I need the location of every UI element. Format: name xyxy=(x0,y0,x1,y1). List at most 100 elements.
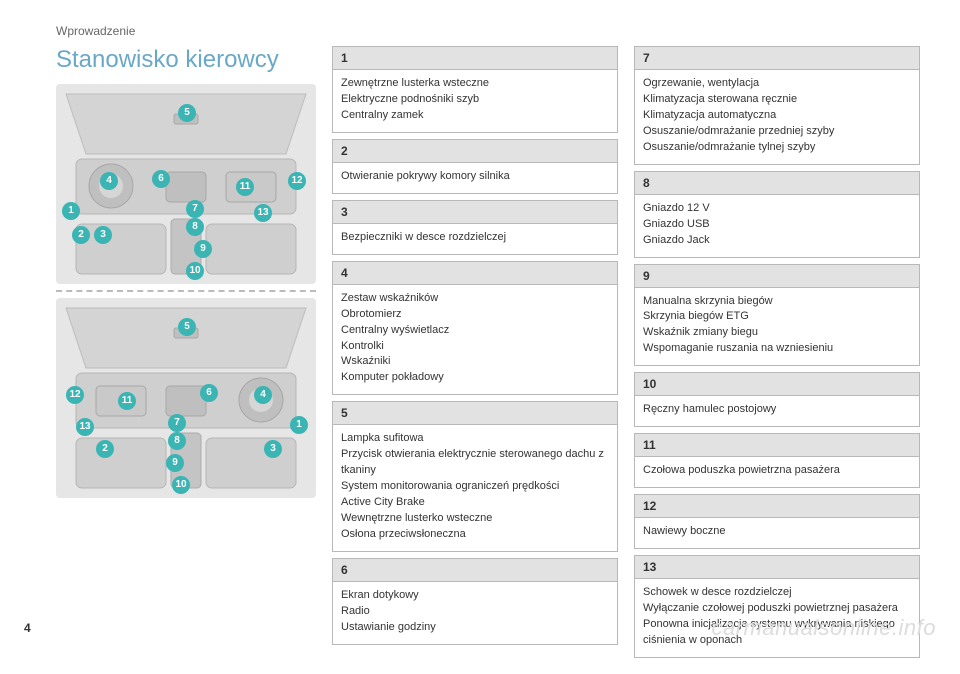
item-line: Klimatyzacja automatyczna xyxy=(643,108,911,124)
item-line: Elektryczne podnośniki szyb xyxy=(341,92,609,108)
callout-marker: 3 xyxy=(264,440,282,458)
figure-dashboard-rhd: 12345678910111213 xyxy=(56,298,316,498)
callout-marker: 9 xyxy=(166,454,184,472)
item-line: Ekran dotykowy xyxy=(341,588,609,604)
item-body: Nawiewy boczne xyxy=(635,518,919,548)
watermark: carmanualsonline.info xyxy=(711,615,936,641)
item-line: Kontrolki xyxy=(341,339,609,355)
callout-marker: 4 xyxy=(100,172,118,190)
item-body: Gniazdo 12 VGniazdo USBGniazdo Jack xyxy=(635,195,919,257)
item-line: Wewnętrzne lusterko wsteczne xyxy=(341,511,609,527)
callout-marker: 10 xyxy=(172,476,190,494)
item-line: Ogrzewanie, wentylacja xyxy=(643,76,911,92)
item-line: Radio xyxy=(341,604,609,620)
callout-marker: 5 xyxy=(178,318,196,336)
item-body: Lampka sufitowaPrzycisk otwierania elekt… xyxy=(333,425,617,551)
callout-marker: 10 xyxy=(186,262,204,280)
item-number: 9 xyxy=(635,265,919,288)
callout-marker: 13 xyxy=(254,204,272,222)
item-line: System monitorowania ograniczeń prędkośc… xyxy=(341,479,609,495)
item-line: Nawiewy boczne xyxy=(643,524,911,540)
section-label: Wprowadzenie xyxy=(56,24,920,38)
callout-marker: 11 xyxy=(118,392,136,410)
item-number: 11 xyxy=(635,434,919,457)
callout-marker: 7 xyxy=(186,200,204,218)
item-line: Active City Brake xyxy=(341,495,609,511)
callout-marker: 11 xyxy=(236,178,254,196)
item-line: Gniazdo 12 V xyxy=(643,201,911,217)
item-line: Gniazdo Jack xyxy=(643,233,911,249)
callout-marker: 12 xyxy=(288,172,306,190)
item-box: 8Gniazdo 12 VGniazdo USBGniazdo Jack xyxy=(634,171,920,258)
item-line: Komputer pokładowy xyxy=(341,370,609,386)
item-line: Obrotomierz xyxy=(341,307,609,323)
item-body: Ręczny hamulec postojowy xyxy=(635,396,919,426)
item-line: Wskaźnik zmiany biegu xyxy=(643,325,911,341)
callout-marker: 5 xyxy=(178,104,196,122)
item-box: 3Bezpieczniki w desce rozdzielczej xyxy=(332,200,618,255)
item-number: 13 xyxy=(635,556,919,579)
callout-marker: 8 xyxy=(168,432,186,450)
item-box: 1Zewnętrzne lusterka wsteczneElektryczne… xyxy=(332,46,618,133)
item-body: Manualna skrzynia biegówSkrzynia biegów … xyxy=(635,288,919,366)
item-body: Zewnętrzne lusterka wsteczneElektryczne … xyxy=(333,70,617,132)
figure-dashboard-lhd: 12345678910111213 xyxy=(56,84,316,284)
content-columns: Stanowisko kierowcy 12345678910111213 xyxy=(56,46,920,664)
item-line: Wskaźniki xyxy=(341,354,609,370)
item-line: Przycisk otwierania elektrycznie sterowa… xyxy=(341,447,609,479)
column-left: Stanowisko kierowcy 12345678910111213 xyxy=(56,46,316,664)
item-body: Bezpieczniki w desce rozdzielczej xyxy=(333,224,617,254)
item-box: 4Zestaw wskaźnikówObrotomierzCentralny w… xyxy=(332,261,618,396)
figure-divider xyxy=(56,290,316,292)
column-middle: 1Zewnętrzne lusterka wsteczneElektryczne… xyxy=(332,46,618,664)
callout-marker: 3 xyxy=(94,226,112,244)
page-title: Stanowisko kierowcy xyxy=(56,46,316,74)
item-box: 13Schowek w desce rozdzielczejWyłączanie… xyxy=(634,555,920,658)
item-body: Czołowa poduszka powietrzna pasażera xyxy=(635,457,919,487)
item-box: 6Ekran dotykowyRadioUstawianie godziny xyxy=(332,558,618,645)
callout-marker: 2 xyxy=(72,226,90,244)
item-line: Osłona przeciwsłoneczna xyxy=(341,527,609,543)
item-number: 7 xyxy=(635,47,919,70)
page-number: 4 xyxy=(24,621,31,635)
callout-marker: 4 xyxy=(254,386,272,404)
item-box: 9Manualna skrzynia biegówSkrzynia biegów… xyxy=(634,264,920,367)
item-box: 5Lampka sufitowaPrzycisk otwierania elek… xyxy=(332,401,618,552)
item-box: 7Ogrzewanie, wentylacjaKlimatyzacja ster… xyxy=(634,46,920,165)
item-number: 5 xyxy=(333,402,617,425)
item-line: Otwieranie pokrywy komory silnika xyxy=(341,169,609,185)
item-number: 2 xyxy=(333,140,617,163)
item-line: Manualna skrzynia biegów xyxy=(643,294,911,310)
item-line: Zewnętrzne lusterka wsteczne xyxy=(341,76,609,92)
item-number: 12 xyxy=(635,495,919,518)
item-line: Gniazdo USB xyxy=(643,217,911,233)
item-number: 8 xyxy=(635,172,919,195)
callout-marker: 13 xyxy=(76,418,94,436)
item-line: Schowek w desce rozdzielczej xyxy=(643,585,911,601)
item-number: 1 xyxy=(333,47,617,70)
item-line: Bezpieczniki w desce rozdzielczej xyxy=(341,230,609,246)
item-body: Ekran dotykowyRadioUstawianie godziny xyxy=(333,582,617,644)
callout-marker: 6 xyxy=(200,384,218,402)
column-right: 7Ogrzewanie, wentylacjaKlimatyzacja ster… xyxy=(634,46,920,664)
callout-marker: 1 xyxy=(290,416,308,434)
item-body: Otwieranie pokrywy komory silnika xyxy=(333,163,617,193)
item-body: Ogrzewanie, wentylacjaKlimatyzacja stero… xyxy=(635,70,919,164)
item-line: Skrzynia biegów ETG xyxy=(643,309,911,325)
callout-marker: 7 xyxy=(168,414,186,432)
item-box: 10 Ręczny hamulec postojowy xyxy=(634,372,920,427)
item-line: Osuszanie/odmrażanie przedniej szyby xyxy=(643,124,911,140)
callout-marker: 8 xyxy=(186,218,204,236)
callout-marker: 9 xyxy=(194,240,212,258)
callout-marker: 1 xyxy=(62,202,80,220)
item-line: Czołowa poduszka powietrzna pasażera xyxy=(643,463,911,479)
item-number: 10 xyxy=(635,373,919,396)
item-box: 2 Otwieranie pokrywy komory silnika xyxy=(332,139,618,194)
item-line: Zestaw wskaźników xyxy=(341,291,609,307)
item-line: Centralny wyświetlacz xyxy=(341,323,609,339)
item-line: Osuszanie/odmrażanie tylnej szyby xyxy=(643,140,911,156)
item-line: Ręczny hamulec postojowy xyxy=(643,402,911,418)
manual-page: Wprowadzenie Stanowisko kierowcy xyxy=(0,0,960,674)
item-line: Klimatyzacja sterowana ręcznie xyxy=(643,92,911,108)
item-line: Centralny zamek xyxy=(341,108,609,124)
